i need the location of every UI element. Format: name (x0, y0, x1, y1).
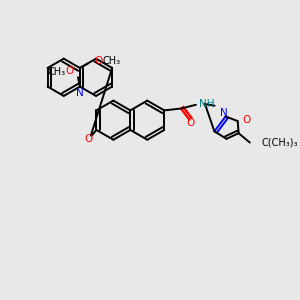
Text: O: O (85, 134, 93, 144)
Text: O: O (186, 118, 194, 128)
Text: CH₃: CH₃ (102, 56, 120, 66)
Text: O: O (65, 66, 73, 76)
Text: N: N (76, 88, 84, 98)
Text: O: O (242, 115, 250, 125)
Text: CH₃: CH₃ (48, 67, 66, 77)
Text: N: N (220, 108, 228, 118)
Text: NH: NH (199, 99, 214, 109)
Text: O: O (95, 56, 103, 65)
Text: C(CH₃)₃: C(CH₃)₃ (261, 137, 298, 148)
